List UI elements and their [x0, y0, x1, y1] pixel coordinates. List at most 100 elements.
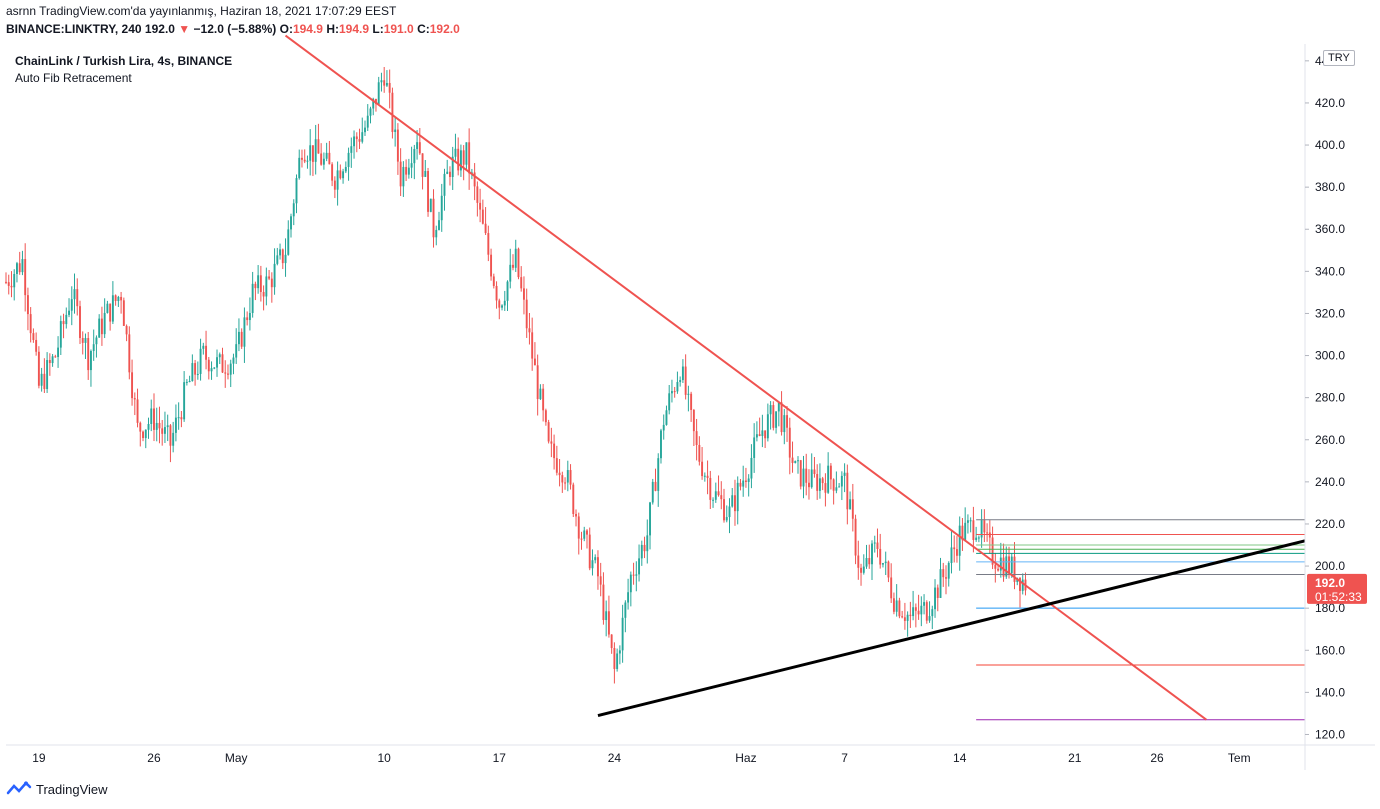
candle-body: [501, 305, 503, 308]
candle-body: [336, 170, 339, 190]
candle-body: [213, 367, 216, 369]
footer-brand[interactable]: TradingView: [6, 781, 108, 797]
candle-body: [755, 434, 758, 438]
candle-body: [120, 296, 123, 301]
candle-body: [662, 424, 665, 431]
candle-body: [942, 569, 945, 578]
candle-body: [977, 537, 980, 539]
currency-badge[interactable]: TRY: [1323, 50, 1355, 66]
candle-body: [246, 317, 249, 321]
open-value: 194.9: [292, 22, 323, 36]
candle-body: [583, 530, 586, 539]
candle-body: [717, 491, 720, 496]
candle-body: [26, 295, 29, 315]
candle-body: [476, 186, 479, 203]
candle-body: [503, 300, 506, 306]
candle-body: [13, 273, 16, 288]
candle-body: [350, 146, 353, 153]
candle-body: [786, 415, 789, 428]
last-price-value: 192.0: [1315, 576, 1345, 590]
candle-body: [375, 98, 377, 105]
candle-body: [24, 259, 27, 296]
indicator-label[interactable]: Auto Fib Retracement: [15, 71, 132, 85]
publish-info: asrnn TradingView.com'da yayınlanmış, Ha…: [6, 4, 397, 18]
candle-body: [394, 129, 397, 132]
candle-body: [169, 425, 172, 446]
candle-body: [224, 372, 227, 374]
candle-body: [517, 248, 520, 278]
candle-body: [994, 564, 997, 569]
candle-body: [577, 516, 580, 539]
candle-body: [298, 157, 301, 179]
candle-body: [147, 423, 150, 430]
candle-body: [621, 617, 624, 651]
candle-body: [48, 360, 51, 364]
candle-body: [153, 408, 155, 430]
candle-body: [333, 180, 336, 190]
candle-body: [821, 478, 824, 484]
candle-body: [690, 393, 693, 410]
candle-body: [322, 158, 325, 165]
candle-body: [799, 460, 802, 487]
candle-body: [827, 465, 830, 493]
candle-body: [983, 520, 986, 533]
candle-body: [369, 108, 372, 116]
candle-body: [76, 289, 79, 307]
candle-body: [95, 337, 98, 345]
symbol-ohlc-bar: BINANCE:LINKTRY, 240 192.0 ▼ −12.0 (−5.8…: [6, 22, 460, 36]
candle-body: [150, 408, 153, 424]
candle-body: [753, 437, 756, 458]
last-price: 192.0: [144, 22, 175, 36]
candle-body: [643, 544, 646, 552]
candle-body: [18, 263, 21, 273]
candle-body: [734, 495, 736, 512]
candle-body: [328, 152, 331, 165]
candle-body: [449, 171, 451, 178]
candle-body: [794, 461, 797, 463]
candle-body: [761, 430, 764, 436]
candle-body: [676, 382, 679, 392]
candle-body: [32, 333, 35, 340]
candle-body: [174, 417, 177, 433]
candle-body: [618, 650, 621, 654]
candle-body: [7, 282, 10, 286]
x-tick-label: 10: [378, 751, 392, 765]
candle-body: [599, 576, 602, 585]
candle-body: [862, 566, 865, 573]
candle-body: [1013, 556, 1016, 582]
candle-body: [846, 472, 849, 510]
candle-body: [459, 150, 462, 171]
candle-body: [829, 465, 832, 480]
candle-body: [46, 360, 49, 389]
candle-body: [544, 410, 547, 423]
candle-body: [772, 405, 775, 428]
candle-body: [561, 475, 564, 483]
symbol-label[interactable]: BINANCE:LINKTRY, 240: [6, 22, 142, 36]
candle-body: [199, 348, 202, 374]
x-tick-label: 17: [493, 751, 507, 765]
candle-body: [451, 156, 454, 178]
candle-body: [739, 482, 742, 487]
candle-body: [945, 577, 947, 579]
candle-body: [750, 457, 753, 479]
candle-body: [205, 345, 208, 360]
trendline-down: [284, 34, 1207, 721]
candle-body: [596, 557, 599, 577]
x-tick-label: 21: [1068, 751, 1082, 765]
candle-body: [366, 115, 369, 128]
candle-body: [139, 422, 142, 432]
candle-body: [728, 506, 731, 518]
candle-body: [347, 152, 350, 167]
candle-body: [720, 495, 723, 500]
candle-body: [227, 373, 229, 375]
candle-body: [462, 150, 465, 165]
candle-body: [591, 560, 594, 569]
candle-body: [640, 544, 643, 559]
candle-body: [314, 139, 317, 162]
candle-body: [665, 410, 668, 425]
candle-body: [43, 373, 46, 389]
candle-body: [438, 220, 440, 230]
candle-body: [569, 470, 572, 485]
candle-body: [131, 372, 134, 399]
